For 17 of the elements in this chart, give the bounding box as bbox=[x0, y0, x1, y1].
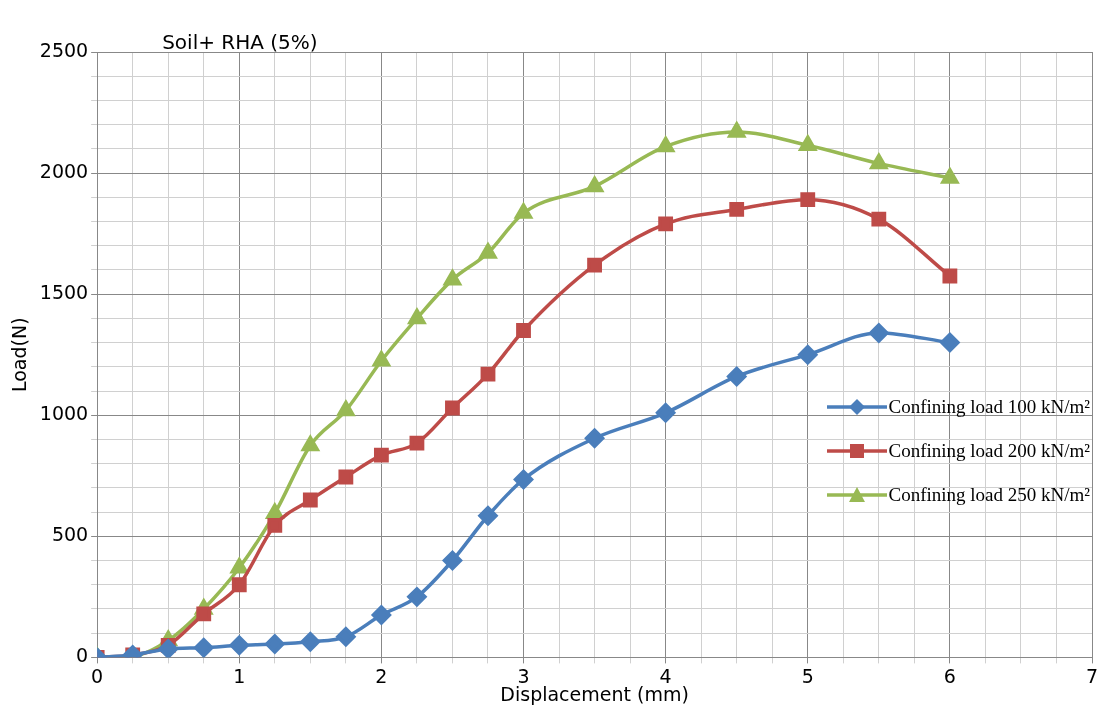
chart-title: Soil+ RHA (5%) bbox=[162, 30, 318, 55]
x-tick-label: 1 bbox=[233, 664, 246, 687]
x-tick-label: 0 bbox=[91, 664, 104, 687]
x-tick-label: 5 bbox=[801, 664, 814, 687]
legend-label: Confining load 200 kN/m² bbox=[888, 439, 1090, 462]
y-tick-label: 2500 bbox=[39, 38, 89, 61]
y-tick-label: 500 bbox=[51, 523, 89, 546]
legend-label: Confining load 250 kN/m² bbox=[888, 483, 1090, 506]
x-tick-label: 2 bbox=[375, 664, 388, 687]
y-tick-label: 2000 bbox=[39, 160, 89, 183]
y-tick-label: 0 bbox=[76, 644, 89, 667]
x-tick-label: 6 bbox=[943, 664, 956, 687]
y-tick-label: 1500 bbox=[39, 281, 89, 304]
x-tick-label: 7 bbox=[1085, 664, 1099, 687]
legend-label: Confining load 100 kN/m² bbox=[888, 395, 1090, 418]
y-tick-label: 1000 bbox=[39, 402, 89, 425]
y-axis-title: Load(N) bbox=[8, 317, 31, 393]
